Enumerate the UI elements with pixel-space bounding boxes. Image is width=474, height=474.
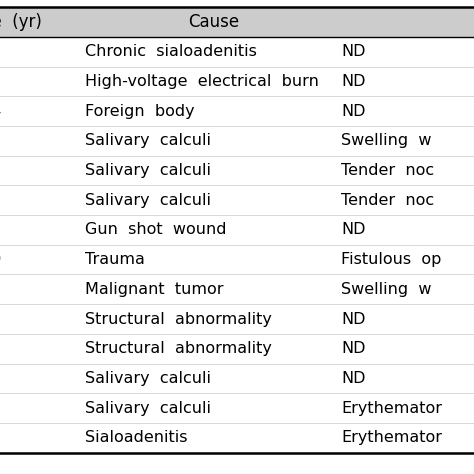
Text: Sialoadenitis: Sialoadenitis [85,430,188,445]
Text: Salivary  calculi: Salivary calculi [85,371,211,386]
Text: 45: 45 [0,282,1,297]
Text: Swelling  w: Swelling w [341,133,432,148]
Text: ND: ND [341,104,366,118]
Text: Salivary  calculi: Salivary calculi [85,163,211,178]
Text: ND: ND [341,44,366,59]
Text: Fistulous  op: Fistulous op [341,252,442,267]
Text: ND: ND [341,371,366,386]
Text: 20: 20 [0,311,1,327]
Text: 24: 24 [0,44,1,59]
Text: 41: 41 [0,222,1,237]
Text: Tender  noc: Tender noc [341,193,434,208]
Text: 55: 55 [0,133,1,148]
Text: ND: ND [341,341,366,356]
Text: 66: 66 [0,371,1,386]
Text: Malignant  tumor: Malignant tumor [85,282,224,297]
Text: Salivary  calculi: Salivary calculi [85,401,211,416]
Text: Salivary  calculi: Salivary calculi [85,133,211,148]
Text: Erythemator: Erythemator [341,401,442,416]
Text: ND: ND [341,222,366,237]
Text: High-voltage  electrical  burn: High-voltage electrical burn [85,74,319,89]
Text: Foreign  body: Foreign body [85,104,195,118]
Text: ND: ND [341,311,366,327]
Text: Trauma: Trauma [85,252,145,267]
Text: Tender  noc: Tender noc [341,163,434,178]
Text: 10: 10 [0,252,1,267]
Text: Structural  abnormality: Structural abnormality [85,311,272,327]
Text: Structural  abnormality: Structural abnormality [85,341,272,356]
Text: 43: 43 [0,163,1,178]
Text: Chronic  sialoadenitis: Chronic sialoadenitis [85,44,257,59]
Text: Cause: Cause [188,13,239,31]
Text: Gun  shot  wound: Gun shot wound [85,222,227,237]
Text: 14: 14 [0,104,1,118]
Bar [0,7,474,37]
Text: Erythemator: Erythemator [341,430,442,445]
Text: 20: 20 [0,341,1,356]
Text: 72: 72 [0,401,1,416]
Text: Salivary  calculi: Salivary calculi [85,193,211,208]
Text: Swelling  w: Swelling w [341,282,432,297]
Text: ND: ND [341,74,366,89]
Text: ge  (yr): ge (yr) [0,13,42,31]
Text: 75: 75 [0,193,1,208]
